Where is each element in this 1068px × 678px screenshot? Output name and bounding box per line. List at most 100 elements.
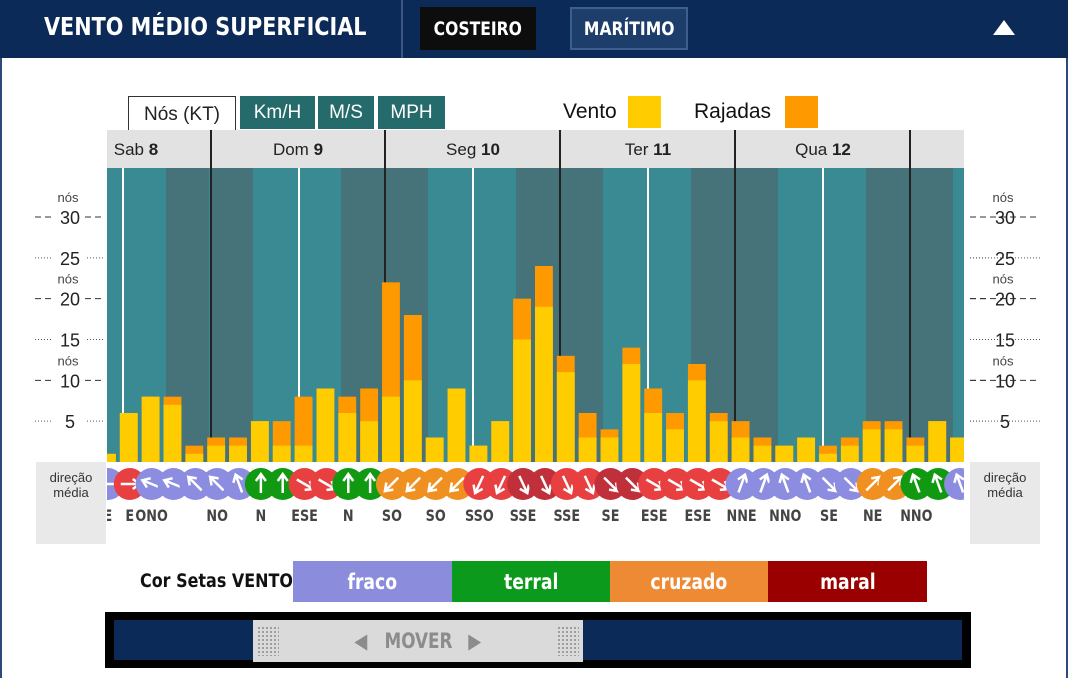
direction-arrow-icon bbox=[778, 472, 790, 493]
direction-arrow-icon bbox=[208, 475, 225, 492]
direction-arrow-icon bbox=[953, 472, 964, 493]
arrow-head bbox=[405, 482, 416, 493]
triangle-right-icon: ▶ bbox=[462, 629, 482, 653]
wind-bar bbox=[447, 388, 466, 462]
direction-arrow-icon bbox=[383, 476, 400, 493]
arrow-head bbox=[232, 472, 244, 484]
arrow-shaft bbox=[803, 476, 812, 493]
color-scale-terral: terral bbox=[452, 561, 610, 602]
direction-arrow-icon bbox=[162, 477, 183, 489]
day-number: 8 bbox=[149, 140, 158, 159]
direction-arrow-icon bbox=[539, 475, 552, 496]
color-scale-cruzado: cruzado bbox=[610, 561, 768, 602]
mover-handle[interactable]: ◀ MOVER ▶ bbox=[253, 620, 583, 662]
direction-arrow-icon bbox=[427, 476, 443, 493]
direction-label: ESE bbox=[291, 508, 318, 526]
divider bbox=[401, 0, 403, 58]
wind-bar bbox=[840, 445, 859, 462]
arrow-shaft bbox=[625, 476, 639, 491]
color-scale-cruzado-label: cruzado bbox=[650, 569, 728, 594]
night-shade bbox=[735, 168, 778, 462]
day-header-bg bbox=[107, 130, 964, 168]
arrow-head bbox=[140, 477, 152, 489]
tab-costeiro[interactable]: COSTEIRO bbox=[420, 7, 536, 50]
mover-track[interactable]: ◀ MOVER ▶ bbox=[105, 612, 971, 668]
wind-bar bbox=[141, 396, 160, 462]
day-label: Seg 10 bbox=[446, 140, 500, 159]
wind-chart: Sab 8 Dom 9 Seg 10 Ter 11 Qua 12E E ONO NO N ESE N… bbox=[35, 130, 1068, 546]
direction-arrow-icon bbox=[405, 476, 422, 493]
color-scale-fraco: fraco bbox=[293, 561, 452, 602]
wind-bar bbox=[928, 421, 947, 462]
direction-label: SSE bbox=[510, 508, 537, 526]
arrow-head bbox=[494, 484, 506, 496]
direction-arrow-icon bbox=[518, 475, 531, 496]
arrow-shaft bbox=[821, 476, 836, 491]
page-title: VENTO MÉDIO SUPERFICIAL bbox=[44, 12, 367, 41]
arrow-shaft bbox=[737, 476, 746, 493]
direction-arrow-icon bbox=[909, 472, 921, 493]
panel-frame bbox=[0, 58, 1068, 678]
unit-tab-kmh[interactable]: Km/H bbox=[240, 96, 315, 129]
wind-bar bbox=[272, 445, 291, 462]
arrow-shaft bbox=[429, 476, 443, 491]
y-tick-label-left: 5 bbox=[65, 412, 75, 432]
arrow-shaft bbox=[781, 476, 790, 493]
direction-right-label: direção bbox=[984, 470, 1027, 485]
wind-bar bbox=[360, 421, 379, 462]
top-bar: VENTO MÉDIO SUPERFICIAL COSTEIRO MARÍTIM… bbox=[0, 0, 1068, 58]
arrow-shaft bbox=[188, 477, 203, 492]
day-number: 11 bbox=[653, 140, 671, 159]
mover-label: MOVER bbox=[384, 629, 452, 653]
arrow-shaft bbox=[759, 476, 768, 493]
wind-bar bbox=[163, 404, 182, 462]
unit-tab-mph[interactable]: MPH bbox=[378, 96, 445, 129]
night-shade bbox=[866, 168, 909, 462]
day-number: 9 bbox=[314, 140, 323, 159]
arrow-shaft bbox=[956, 476, 964, 493]
unit-tab-ms[interactable]: M/S bbox=[318, 96, 374, 129]
arrow-shaft bbox=[496, 475, 507, 492]
wind-bar bbox=[687, 380, 706, 462]
legend-wind-label: Vento bbox=[563, 100, 617, 123]
direction-arrow-icon bbox=[472, 475, 485, 496]
arrow-head bbox=[931, 472, 943, 484]
y-unit-label-right: nós bbox=[993, 190, 1014, 205]
arrow-head bbox=[254, 471, 267, 482]
color-scale-maral: maral bbox=[768, 561, 927, 602]
arrow-shaft bbox=[407, 476, 422, 491]
direction-label: NO bbox=[206, 508, 228, 526]
arrow-shaft bbox=[865, 477, 880, 492]
arrow-shaft bbox=[934, 476, 943, 493]
direction-arrow-icon bbox=[583, 475, 596, 496]
triangle-left-icon: ◀ bbox=[354, 629, 374, 653]
night-shade bbox=[1041, 168, 1068, 462]
collapse-triangle-up-icon[interactable] bbox=[993, 20, 1015, 35]
direction-arrow-icon bbox=[140, 477, 161, 489]
arrow-head bbox=[342, 471, 355, 482]
direction-left-label: média bbox=[53, 485, 89, 500]
wind-bar bbox=[338, 413, 357, 462]
arrow-shaft bbox=[385, 476, 400, 491]
y-unit-label-left: nós bbox=[58, 272, 79, 287]
color-scale-fraco-label: fraco bbox=[347, 569, 398, 594]
night-shade bbox=[210, 168, 253, 462]
direction-arrow-icon bbox=[931, 472, 943, 493]
wind-bar bbox=[425, 437, 444, 462]
y-unit-label-right: nós bbox=[993, 353, 1014, 368]
direction-label: ESE bbox=[685, 508, 712, 526]
y-tick-label-right: 5 bbox=[1000, 412, 1010, 432]
y-tick-label-left: 30 bbox=[60, 208, 80, 228]
arrow-shaft bbox=[143, 479, 161, 489]
direction-label: E bbox=[104, 508, 113, 526]
wind-bar bbox=[382, 396, 400, 462]
arrow-shaft bbox=[539, 475, 550, 492]
y-tick-label-left: 15 bbox=[60, 331, 80, 351]
wind-bar bbox=[906, 445, 925, 462]
unit-tab-kt[interactable]: Nós (KT) bbox=[128, 96, 236, 132]
arrow-head bbox=[953, 472, 964, 484]
wind-bar bbox=[513, 339, 531, 462]
tab-maritimo[interactable]: MARÍTIMO bbox=[570, 7, 688, 50]
wind-bar bbox=[709, 421, 728, 462]
arrow-shaft bbox=[667, 478, 684, 490]
